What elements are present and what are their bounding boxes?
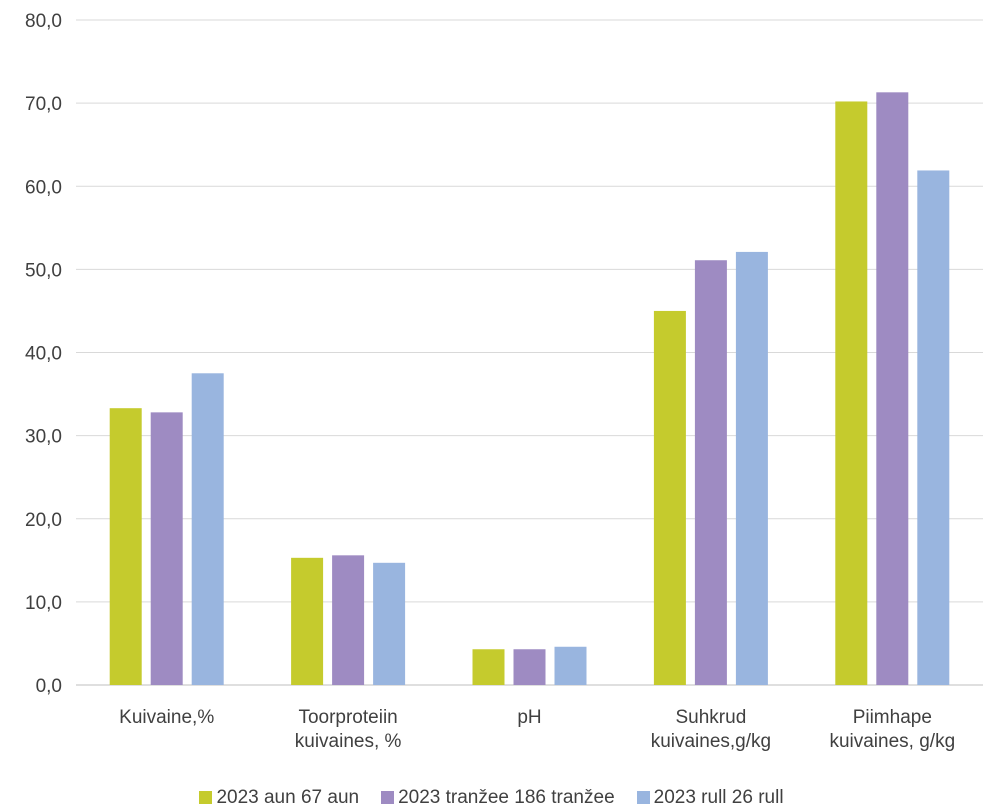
bar xyxy=(917,170,950,686)
bar xyxy=(513,649,546,685)
y-tick-label: 20,0 xyxy=(25,510,62,531)
y-axis-tick-labels: 0,0 10,0 20,0 30,0 40,0 50,0 60,0 70,0 80,0 xyxy=(25,11,62,697)
bar xyxy=(876,92,909,686)
y-tick-label: 30,0 xyxy=(25,427,62,448)
x-category-label: pH xyxy=(517,707,541,728)
x-category-label: Toorproteiin kuivaines, % xyxy=(295,707,402,752)
bars xyxy=(109,92,950,686)
bar xyxy=(653,310,686,685)
legend-item: 2023 rull 26 rull xyxy=(636,786,784,809)
legend-label: 2023 tranžee 186 tranžee xyxy=(398,786,615,808)
gridlines xyxy=(76,19,983,686)
y-tick-label: 50,0 xyxy=(25,260,62,281)
legend-swatch xyxy=(381,791,395,804)
y-tick-label: 0,0 xyxy=(36,676,62,697)
bar xyxy=(332,555,365,685)
legend-label: 2023 rull 26 rull xyxy=(653,786,784,808)
legend-swatch xyxy=(636,791,650,804)
legend-label: 2023 aun 67 aun xyxy=(216,786,360,808)
y-tick-label: 10,0 xyxy=(25,593,62,614)
legend-item: 2023 aun 67 aun xyxy=(199,787,359,809)
bar xyxy=(373,562,406,685)
x-axis-category-labels: Kuivaine,% Toorproteiin kuivaines, % pH Suhk… xyxy=(119,707,955,752)
bar xyxy=(291,557,324,685)
x-category-label: Suhkrud kuivaines,g/kg xyxy=(651,707,771,752)
legend-swatch xyxy=(199,791,213,804)
bar xyxy=(835,101,868,685)
bar xyxy=(150,412,183,685)
x-category-label: Kuivaine,% xyxy=(119,707,214,728)
y-tick-label: 70,0 xyxy=(25,94,62,115)
bar xyxy=(735,251,768,685)
legend-item: 2023 tranžee 186 tranžee xyxy=(381,787,615,809)
bar xyxy=(554,646,587,685)
bar xyxy=(472,649,505,685)
y-tick-label: 60,0 xyxy=(25,177,62,198)
x-category-label: Piimhape kuivaines, g/kg xyxy=(829,707,955,752)
y-tick-label: 40,0 xyxy=(25,344,62,365)
bar xyxy=(191,373,224,685)
y-tick-label: 80,0 xyxy=(25,11,62,32)
legend: 2023 aun 67 aun 2023 tranžee 186 tranžee 2… xyxy=(0,785,983,810)
bar xyxy=(109,408,142,685)
bar xyxy=(694,260,727,685)
